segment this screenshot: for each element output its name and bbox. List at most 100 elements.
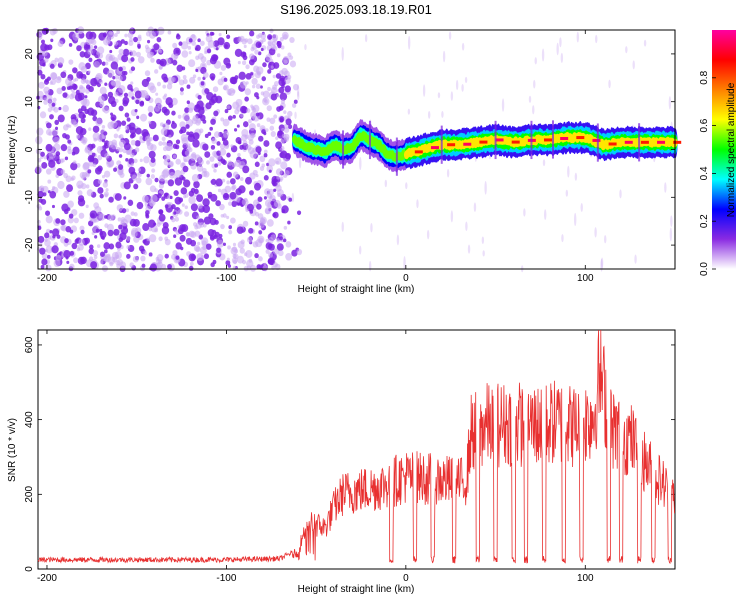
x-tick-label: 100 (577, 273, 594, 284)
noise-blob (123, 142, 131, 151)
noise-blob (173, 234, 177, 238)
noise-blob (195, 246, 201, 253)
noise-streak (556, 42, 559, 56)
noise-blob (80, 65, 88, 73)
noise-blob (172, 249, 178, 256)
noise-blob (195, 44, 201, 51)
noise-blob (175, 158, 181, 165)
noise-blob (273, 188, 277, 192)
noise-blob (245, 73, 252, 80)
noise-blob (55, 218, 61, 224)
noise-streak (533, 79, 536, 89)
noise-blob (80, 78, 86, 84)
noise-blob (81, 174, 87, 181)
noise-streak (368, 260, 372, 272)
noise-streak (567, 165, 570, 178)
noise-blob (54, 119, 60, 125)
noise-blob (89, 155, 95, 162)
noise-blob (254, 161, 260, 167)
noise-blob (284, 170, 290, 176)
noise-blob (76, 180, 84, 189)
noise-blob (111, 139, 118, 146)
noise-blob (219, 203, 225, 211)
noise-blob (98, 212, 104, 219)
noise-blob (214, 131, 220, 138)
noise-blob (178, 41, 183, 46)
noise-blob (217, 188, 222, 193)
noise-blob (79, 51, 86, 58)
noise-blob (197, 94, 202, 100)
noise-blob (199, 40, 205, 46)
y-tick-label: 0 (24, 146, 35, 152)
noise-blob (268, 169, 272, 173)
noise-blob (244, 38, 249, 43)
noise-blob (276, 53, 281, 58)
noise-blob (197, 66, 202, 70)
noise-blob (231, 246, 238, 253)
noise-blob (124, 112, 130, 118)
noise-blob (150, 157, 156, 163)
noise-streak (446, 168, 450, 178)
noise-blob (104, 170, 111, 178)
noise-blob (78, 238, 85, 246)
noise-blob (269, 117, 276, 125)
noise-blob (61, 86, 66, 91)
noise-blob (171, 204, 176, 210)
noise-blob (180, 187, 188, 195)
noise-blob (95, 117, 103, 126)
noise-blob (276, 238, 281, 243)
noise-blob (93, 137, 97, 142)
noise-streak (643, 39, 647, 47)
noise-blob (104, 249, 108, 254)
noise-blob (183, 194, 187, 199)
noise-blob (90, 261, 98, 269)
noise-blob (280, 45, 285, 50)
noise-blob (164, 253, 169, 259)
noise-blob (161, 226, 170, 235)
noise-blob (113, 228, 120, 236)
noise-blob (99, 230, 107, 239)
noise-blob (52, 97, 57, 103)
noise-blob (76, 45, 82, 52)
noise-blob (100, 251, 105, 257)
noise-blob (257, 213, 264, 220)
noise-blob (188, 147, 193, 153)
noise-blob (182, 75, 187, 80)
noise-streak (576, 31, 580, 43)
snr-frame (37, 329, 676, 570)
noise-blob (256, 70, 262, 76)
noise-blob (276, 106, 282, 112)
noise-blob (133, 212, 138, 217)
noise-blob (58, 106, 62, 111)
noise-blob (89, 210, 98, 219)
snr-ylabel: SNR (10 * v/v) (7, 418, 18, 482)
noise-blob (169, 171, 176, 179)
noise-blob (283, 59, 288, 65)
noise-blob (116, 146, 121, 152)
noise-blob (87, 48, 93, 55)
noise-blob (279, 176, 284, 181)
noise-blob (103, 255, 110, 262)
noise-blob (273, 199, 281, 208)
noise-streak (559, 37, 562, 48)
noise-streak (359, 157, 362, 170)
noise-blob (172, 59, 178, 66)
noise-blob (128, 166, 136, 175)
noise-streak (442, 50, 446, 63)
noise-blob (70, 118, 77, 126)
noise-blob (245, 176, 252, 185)
noise-blob (282, 34, 288, 40)
noise-blob (47, 179, 52, 184)
noise-blob (202, 198, 210, 207)
noise-blob (242, 165, 250, 174)
noise-streak (384, 179, 388, 188)
colorbar-gradient (712, 30, 736, 269)
noise-blob (190, 162, 197, 170)
noise-blob (263, 140, 270, 147)
noise-blob (211, 137, 217, 145)
noise-streak (481, 236, 485, 244)
noise-blob (296, 210, 302, 216)
noise-blob (260, 47, 264, 52)
noise-blob (134, 90, 142, 99)
